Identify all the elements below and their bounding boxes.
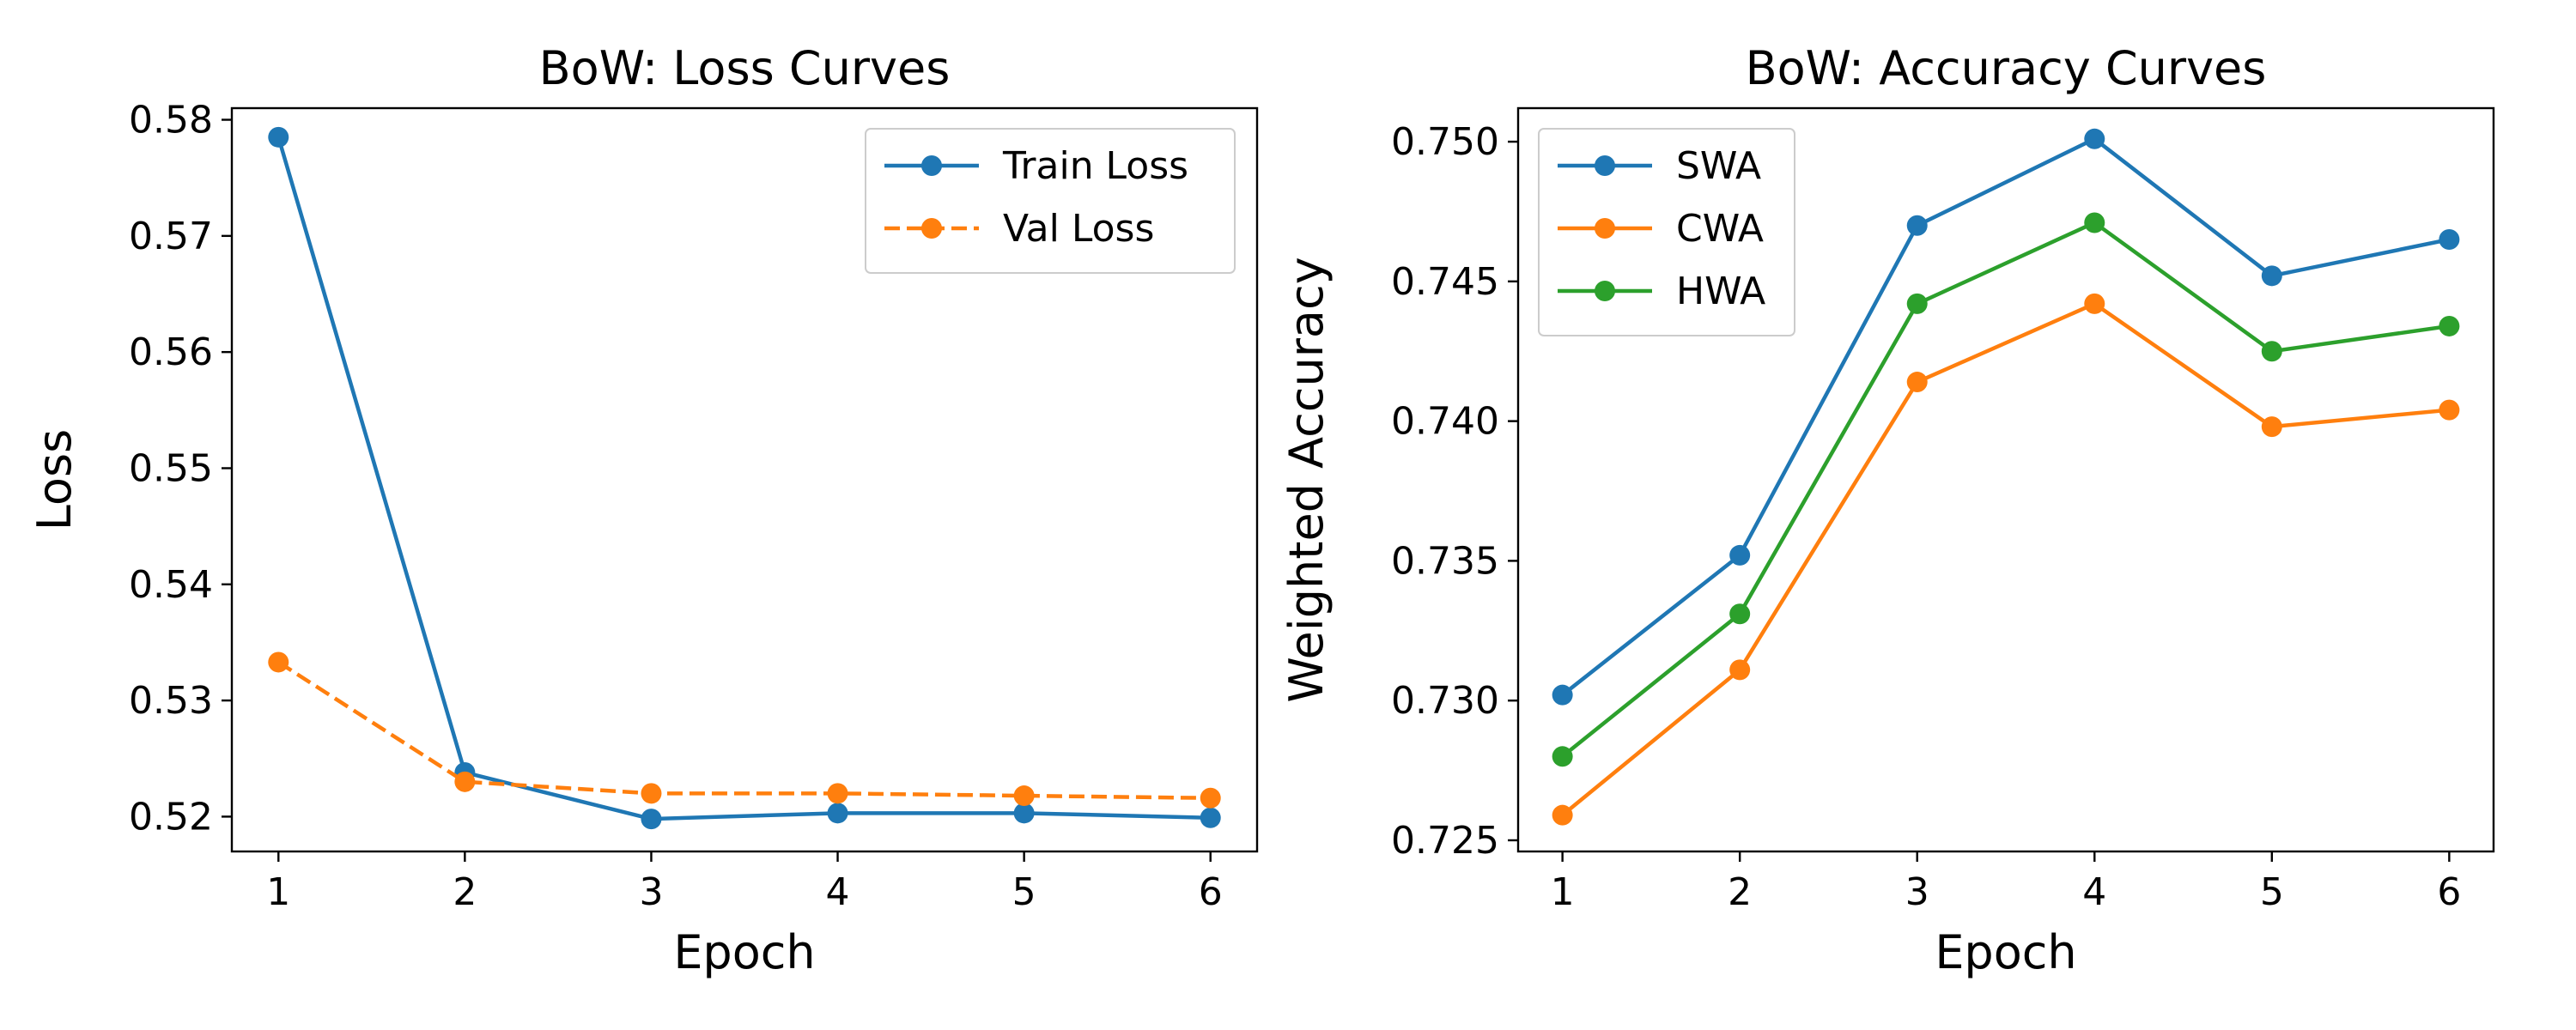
series-line-train-loss	[276, 136, 1211, 821]
data-point	[2084, 293, 2105, 314]
y-tick-label: 0.58	[129, 99, 213, 142]
data-point	[1729, 603, 1751, 625]
accuracy-chart: BoW: Accuracy Curves Epoch Weighted Accu…	[1279, 41, 2495, 979]
data-point	[1552, 684, 1573, 706]
data-point	[268, 651, 289, 673]
data-point	[1200, 807, 1221, 828]
x-tick-label: 6	[1199, 870, 1223, 914]
data-point	[1013, 785, 1035, 807]
legend-label: Train Loss	[1002, 144, 1188, 188]
data-point	[641, 809, 662, 830]
x-tick-label: 5	[2260, 870, 2284, 914]
data-point	[1552, 804, 1573, 826]
data-point	[641, 783, 662, 804]
series-line-val-loss	[277, 660, 1211, 801]
legend-label: Val Loss	[1003, 207, 1154, 251]
series-line-swa	[1561, 136, 2450, 697]
x-tick-label: 4	[2082, 870, 2106, 914]
y-tick-label: 0.57	[129, 215, 213, 258]
data-point	[1200, 787, 1221, 809]
data-point	[454, 771, 476, 792]
x-axis-label: Epoch	[1935, 925, 2076, 979]
y-tick-label: 0.54	[129, 563, 213, 607]
legend-swatch-marker	[1595, 281, 1615, 301]
chart-title: BoW: Accuracy Curves	[1746, 41, 2267, 95]
data-point	[827, 783, 848, 804]
x-tick-label: 2	[1728, 870, 1752, 914]
y-tick-label: 0.730	[1391, 679, 1499, 723]
data-point	[1906, 293, 1928, 314]
y-axis-label: Weighted Accuracy	[1279, 257, 1334, 702]
y-tick-label: 0.745	[1391, 260, 1499, 304]
y-tick-label: 0.740	[1391, 400, 1499, 444]
y-axis-label: Loss	[27, 429, 82, 530]
legend-swatch-marker	[921, 155, 942, 176]
legend: SWA CWA HWA	[1538, 128, 1795, 336]
series-line-cwa	[1561, 301, 2450, 817]
data-point	[2261, 416, 2282, 438]
y-tick-label: 0.56	[129, 330, 213, 374]
loss-chart: BoW: Loss Curves Epoch Loss 1 2 3 4 5 6 0.52 0.…	[27, 41, 1259, 979]
data-point	[268, 126, 289, 148]
data-point	[827, 803, 848, 824]
data-point	[2084, 128, 2105, 149]
y-tick-label: 0.725	[1391, 819, 1499, 863]
data-point	[1729, 659, 1751, 681]
x-tick-label: 1	[266, 870, 290, 914]
x-tick-label: 5	[1012, 870, 1036, 914]
data-point	[2439, 399, 2460, 421]
legend-swatch-marker	[1595, 155, 1615, 176]
y-tick-label: 0.52	[129, 795, 213, 839]
x-tick-label: 1	[1551, 870, 1575, 914]
series-line-hwa	[1561, 221, 2450, 759]
legend-swatch-marker	[921, 218, 942, 239]
x-tick-label: 3	[639, 870, 663, 914]
y-tick-label: 0.735	[1391, 539, 1499, 583]
data-point	[1729, 544, 1751, 566]
data-point	[2439, 315, 2460, 336]
data-point	[1906, 372, 1928, 393]
y-tick-label: 0.750	[1391, 120, 1499, 164]
legend-swatch-marker	[1595, 218, 1615, 239]
legend-label: HWA	[1676, 270, 1765, 313]
y-tick-label: 0.53	[129, 679, 213, 723]
x-tick-label: 3	[1905, 870, 1929, 914]
plot-frame	[1516, 106, 2495, 853]
x-tick-label: 4	[826, 870, 850, 914]
data-point	[1906, 215, 1928, 236]
plot-frame	[230, 106, 1259, 853]
y-tick-label: 0.55	[129, 446, 213, 490]
chart-title: BoW: Loss Curves	[539, 41, 951, 95]
data-point	[2439, 229, 2460, 251]
data-point	[1013, 803, 1035, 824]
x-axis-label: Epoch	[673, 925, 815, 979]
legend-label: CWA	[1676, 207, 1764, 251]
data-point	[1552, 746, 1573, 767]
x-tick-label: 6	[2437, 870, 2461, 914]
data-point	[2261, 265, 2282, 287]
legend-label: SWA	[1676, 144, 1761, 188]
legend: Train Loss Val Loss	[865, 128, 1236, 274]
data-point	[2084, 212, 2105, 233]
x-tick-label: 2	[453, 870, 477, 914]
data-point	[2261, 341, 2282, 362]
